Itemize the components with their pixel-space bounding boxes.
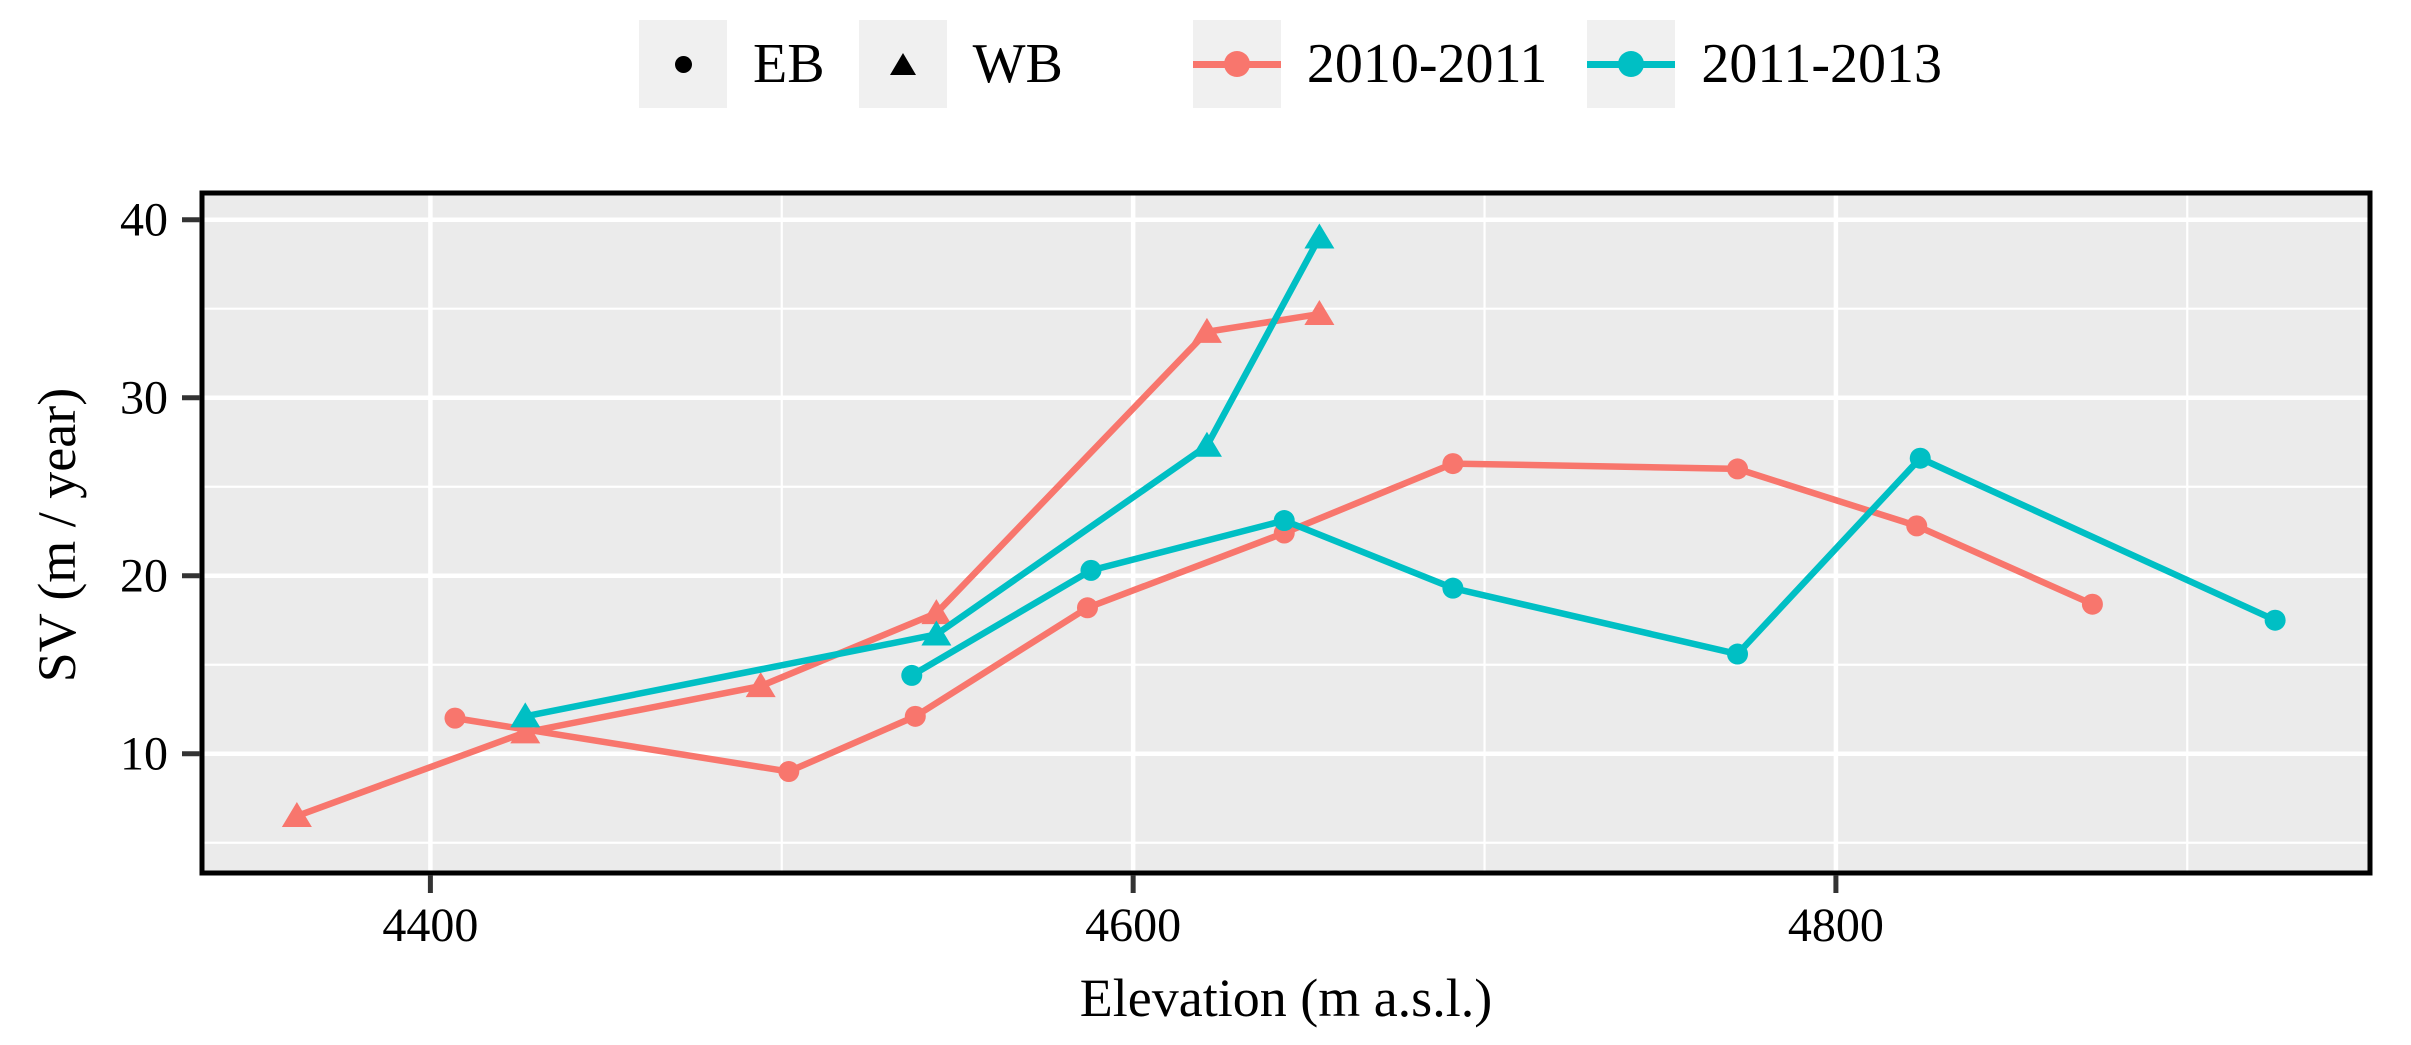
data-point-circle (1442, 577, 1464, 599)
data-point-circle (1080, 559, 1102, 581)
data-point-triangle (1191, 317, 1222, 343)
data-point-circle (1076, 597, 1098, 619)
panel-border (199, 190, 2373, 876)
triangle-marker-icon (889, 53, 916, 75)
legend-item-eb: EB (639, 20, 825, 108)
data-point-triangle (921, 620, 952, 646)
legend: EB WB 2010-2011 2011-2013 (85, 20, 2411, 108)
series-line-wb-2011-2013 (524, 235, 1323, 720)
legend-key-2010-2011 (1192, 20, 1281, 108)
legend-item-wb: WB (858, 20, 1063, 108)
legend-label-wb: WB (972, 33, 1063, 95)
circle-marker-icon (1223, 51, 1250, 77)
legend-item-2011-2013: 2011-2013 (1587, 20, 1942, 108)
legend-key-2011-2013 (1587, 20, 1676, 108)
y-axis-title: SV (m / year) (27, 387, 87, 683)
circle-marker-icon (1618, 51, 1645, 77)
data-point-circle (778, 761, 800, 783)
data-point-circle (1442, 453, 1464, 475)
data-point-triangle (510, 702, 541, 728)
circle-marker-icon (674, 55, 692, 73)
data-point-triangle (1304, 223, 1335, 249)
legend-key-wb (858, 20, 947, 108)
data-point-circle (1727, 643, 1749, 665)
data-point-circle (1906, 515, 1928, 537)
legend-label-2011-2013: 2011-2013 (1701, 33, 1942, 95)
data-point-circle (2081, 593, 2103, 615)
data-point-circle (2264, 609, 2286, 631)
data-point-triangle (510, 718, 541, 744)
legend-item-2010-2011: 2010-2011 (1192, 20, 1548, 108)
data-point-triangle (921, 599, 952, 625)
data-point-triangle (1191, 431, 1222, 457)
y-tick-label: 40 (120, 194, 168, 247)
data-point-triangle (281, 802, 312, 828)
y-tick-label: 10 (120, 728, 168, 781)
y-tick-label: 30 (120, 372, 168, 425)
x-tick-label: 4400 (382, 899, 478, 952)
data-point-triangle (745, 672, 776, 698)
y-tick-label: 20 (120, 550, 168, 603)
data-point-circle (1273, 510, 1295, 532)
data-point-circle (444, 707, 466, 729)
data-point-circle (904, 705, 926, 727)
data-point-circle (1727, 458, 1749, 480)
x-axis-title: Elevation (m a.s.l.) (1079, 968, 1493, 1028)
legend-key-eb (639, 20, 728, 108)
x-tick-label: 4600 (1085, 899, 1181, 952)
data-point-circle (901, 664, 923, 686)
data-point-circle (1909, 447, 1931, 469)
legend-label-eb: EB (753, 33, 825, 95)
x-tick-label: 4800 (1788, 899, 1884, 952)
data-point-triangle (1304, 300, 1335, 326)
legend-label-2010-2011: 2010-2011 (1306, 33, 1548, 95)
